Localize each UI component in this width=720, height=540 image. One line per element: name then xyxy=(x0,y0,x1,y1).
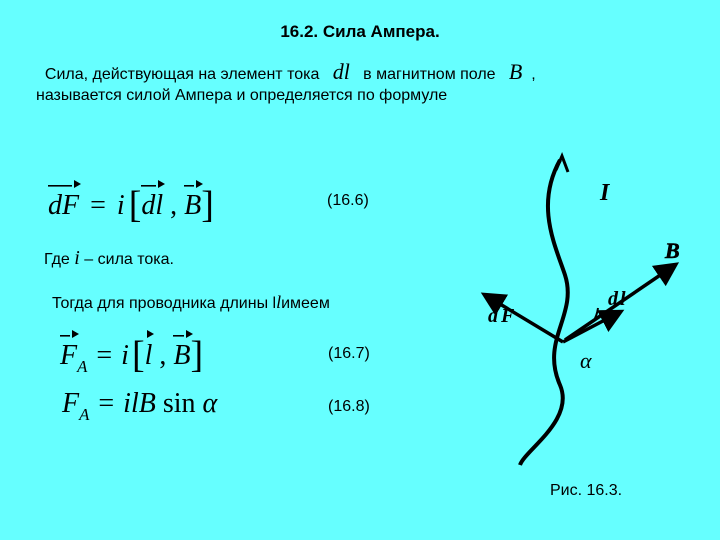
equation-16-8: FA = ilB sin α xyxy=(62,388,217,420)
figure-caption: Рис. 16.3. xyxy=(550,482,622,500)
where-i: i xyxy=(74,247,80,269)
figure-16-3: I B B d l d F α xyxy=(470,150,700,470)
section-title: 16.2. Сила Ампера. xyxy=(0,22,720,42)
diagram-svg: I B B d l d F α xyxy=(470,150,700,470)
equation-16-7: FA = i[l , B] xyxy=(60,330,203,374)
svg-text:l: l xyxy=(620,288,626,310)
intro-paragraph: Сила, действующая на элемент тока dl в м… xyxy=(36,58,676,106)
intro-text-d: называется силой Ампера и определяется п… xyxy=(36,87,447,104)
label-alpha: α xyxy=(580,348,592,373)
where-b: – сила тока. xyxy=(84,251,174,268)
where-line: Где i – сила тока. xyxy=(44,247,174,270)
intro-comma: , xyxy=(531,66,535,83)
eqnum-16-6: (16.6) xyxy=(327,192,369,210)
label-I: I xyxy=(599,180,611,206)
label-dl: d xyxy=(608,288,619,310)
equation-16-6: dF = i[dl , B] xyxy=(48,180,214,224)
intro-dl-symbol: dl xyxy=(333,59,350,84)
eqnum-16-8: (16.8) xyxy=(328,398,370,416)
eqnum-16-7: (16.7) xyxy=(328,345,370,363)
then-a: Тогда для проводника длины l xyxy=(52,295,276,312)
then-line: Тогда для проводника длины llимеем xyxy=(52,292,330,313)
label-dF: d xyxy=(488,305,499,327)
intro-text-a: Сила, действующая на элемент тока xyxy=(45,66,319,83)
svg-text:B: B xyxy=(664,238,680,263)
intro-text-b: в магнитном поле xyxy=(363,66,495,83)
where-a: Где xyxy=(44,251,70,268)
then-b: имеем xyxy=(281,295,330,312)
svg-text:F: F xyxy=(500,305,515,327)
intro-B-symbol: B xyxy=(509,59,522,84)
